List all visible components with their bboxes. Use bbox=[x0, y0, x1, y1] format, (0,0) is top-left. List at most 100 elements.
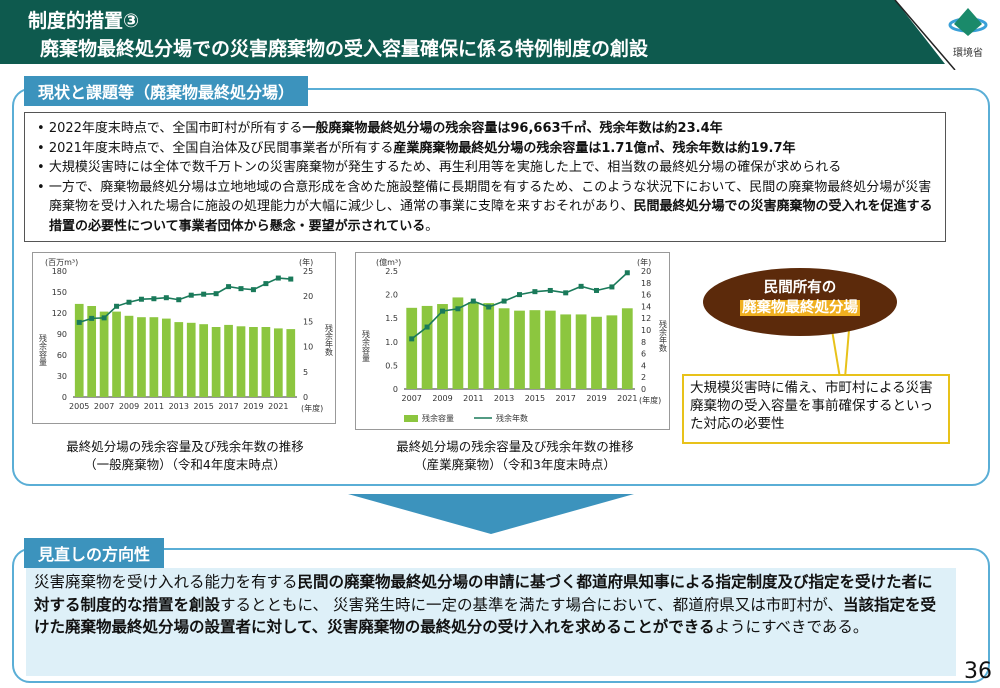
text: 大規模災害時には全体で数千万トンの災害廃棄物が発生するため、再生利用等を実施した… bbox=[48, 160, 842, 175]
line-point bbox=[89, 315, 95, 321]
x-tick-label: 2013 bbox=[169, 402, 189, 411]
text: 2022年度末時点で、全国市町村が所有する bbox=[48, 121, 303, 136]
line-point bbox=[114, 303, 120, 309]
bar bbox=[74, 303, 84, 397]
y-tick-label: 2.5 bbox=[385, 267, 398, 276]
text: 2021年度末時点で、全国自治体及び民間事業者が所有する bbox=[48, 140, 394, 156]
x-tick-label: 2017 bbox=[218, 402, 238, 411]
y2-tick-label: 6 bbox=[641, 350, 646, 359]
text: 一方で、廃棄物最終処分場は立地地域の合意形成を含めた施設整備に長期間を有するため… bbox=[48, 179, 932, 215]
text: 災害廃棄物を受け入れる能力を有する bbox=[34, 573, 298, 591]
y2-tick-label: 0 bbox=[641, 385, 646, 394]
bar bbox=[199, 324, 209, 397]
bar bbox=[529, 310, 541, 389]
y-tick-label: 1.5 bbox=[385, 314, 398, 323]
x-tick-label: 2011 bbox=[463, 394, 483, 403]
line-point bbox=[263, 281, 269, 287]
y-tick-label: 180 bbox=[52, 267, 67, 276]
bar bbox=[149, 317, 159, 397]
bar bbox=[452, 297, 464, 389]
y2-tick-label: 4 bbox=[641, 361, 646, 370]
bar bbox=[560, 314, 572, 389]
bar bbox=[236, 326, 246, 397]
bar bbox=[224, 324, 233, 397]
line-point bbox=[486, 304, 492, 310]
line-point bbox=[624, 270, 630, 276]
line-point bbox=[470, 298, 476, 304]
caption-line: 最終処分場の残余容量及び残余年数の推移 bbox=[66, 439, 304, 454]
line-point bbox=[138, 296, 144, 302]
bar bbox=[621, 308, 633, 389]
caption-line: （産業廃棄物）（令和3年度末時点） bbox=[414, 457, 616, 472]
line-point bbox=[455, 306, 461, 312]
chart-caption-general: 最終処分場の残余容量及び残余年数の推移 （一般廃棄物）（令和4年度末時点） bbox=[40, 438, 330, 474]
line-point bbox=[578, 283, 584, 289]
bar bbox=[186, 322, 196, 397]
x-tick-label: 2015 bbox=[525, 394, 545, 403]
line-point bbox=[563, 290, 569, 296]
x-tick-label: 2005 bbox=[69, 402, 89, 411]
chart-industrial-waste: 0 0.5 1.0 1.5 2.0 2.5 0 2 4 6 8 10 12 14 16 18 20 (億m³) (年… bbox=[355, 252, 670, 430]
bar bbox=[591, 316, 602, 389]
caption-line: （一般廃棄物）（令和4年度末時点） bbox=[84, 457, 286, 472]
y2-unit: (年) bbox=[637, 257, 651, 267]
bold-text: 一般廃棄物最終処分場の残余容量は96,663千㎥、残余年数は約23.4年 bbox=[302, 121, 723, 136]
y-axis-label: 残余容量 bbox=[362, 329, 371, 362]
y2-tick-label: 12 bbox=[641, 314, 651, 323]
section-label-direction: 見直しの方向性 bbox=[24, 538, 165, 568]
down-arrow bbox=[348, 494, 634, 534]
bar bbox=[437, 304, 448, 389]
text: 。 bbox=[425, 218, 439, 234]
line-point bbox=[188, 292, 194, 298]
oval-line2: 廃棄物最終処分場 bbox=[740, 300, 860, 316]
logo-icon bbox=[948, 8, 988, 36]
x-unit: (年度) bbox=[301, 403, 323, 413]
header-divider bbox=[894, 0, 956, 70]
x-tick-label: 2009 bbox=[432, 394, 452, 403]
y-tick-label: 150 bbox=[52, 288, 67, 297]
direction-panel bbox=[12, 548, 990, 683]
y-tick-label: 0 bbox=[62, 393, 67, 402]
legend-label: 残余年数 bbox=[496, 413, 528, 423]
line-point bbox=[238, 286, 244, 292]
bar bbox=[211, 327, 221, 397]
y2-unit: (年) bbox=[299, 257, 313, 267]
line-point bbox=[76, 319, 82, 325]
line-point bbox=[275, 275, 281, 281]
bold-text: 民間最終処分場での災害廃棄物の受入れを促進する措置の必要性について事業者団体から… bbox=[49, 199, 933, 234]
oval-line1: 民間所有の bbox=[763, 280, 837, 296]
x-tick-label: 2009 bbox=[119, 402, 139, 411]
y-tick-label: 120 bbox=[52, 309, 67, 318]
bar bbox=[112, 311, 121, 397]
line-point bbox=[163, 295, 169, 301]
callout-note: 大規模災害時に備え、市町村による災害廃棄物の受入容量を事前確保するといった対応の… bbox=[682, 374, 950, 444]
line-point bbox=[517, 292, 522, 298]
x-tick-label: 2013 bbox=[494, 394, 514, 403]
private-landfill-oval: 民間所有の廃棄物最終処分場 bbox=[703, 268, 897, 336]
y2-tick-label: 14 bbox=[641, 302, 651, 311]
line-point bbox=[226, 284, 232, 290]
y2-tick-label: 2 bbox=[641, 373, 646, 382]
y-tick-label: 60 bbox=[57, 351, 67, 360]
section-label-current: 現状と課題等（廃棄物最終処分場） bbox=[24, 76, 309, 106]
y2-tick-label: 20 bbox=[641, 267, 651, 276]
bullet-item: 一方で、廃棄物最終処分場は立地地域の合意形成を含めた施設整備に長期間を有するため… bbox=[33, 178, 937, 237]
bar bbox=[124, 315, 134, 397]
ministry-logo: 環境省 bbox=[940, 6, 996, 59]
y-tick-label: 1.0 bbox=[385, 338, 398, 347]
line-point bbox=[594, 287, 599, 293]
bold-text: 産業廃棄物最終処分場の残余容量は1.71億㎥、残余年数は約19.7年 bbox=[393, 140, 796, 156]
line-point bbox=[547, 287, 553, 293]
line-point bbox=[250, 287, 256, 293]
caption-line: 最終処分場の残余容量及び残余年数の推移 bbox=[396, 439, 634, 454]
chart-caption-industrial: 最終処分場の残余容量及び残余年数の推移 （産業廃棄物）（令和3年度末時点） bbox=[365, 438, 665, 474]
line-point bbox=[201, 291, 207, 297]
bar bbox=[575, 314, 587, 389]
y2-axis-label: 残余年数 bbox=[325, 323, 334, 357]
x-tick-label: 2021 bbox=[617, 394, 637, 403]
line-point bbox=[532, 289, 538, 295]
years-line bbox=[78, 277, 291, 324]
slide-subtitle: 制度的措置③ bbox=[28, 10, 140, 32]
line-point bbox=[126, 299, 132, 305]
bar bbox=[137, 317, 146, 397]
